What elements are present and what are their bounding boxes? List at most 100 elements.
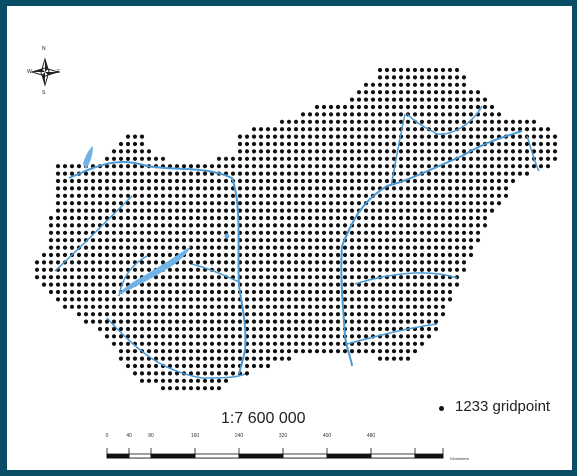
- gridpoint: [363, 127, 369, 132]
- gridpoint: [76, 178, 82, 184]
- gridpoint: [188, 201, 194, 206]
- gridpoint: [426, 260, 432, 265]
- gridpoint: [370, 134, 376, 139]
- gridpoint: [223, 238, 229, 243]
- gridpoint: [356, 223, 362, 228]
- gridpoint: [188, 275, 194, 280]
- gridpoint: [286, 134, 292, 139]
- gridpoint: [293, 156, 299, 161]
- gridpoint: [426, 134, 432, 139]
- gridpoint: [279, 297, 285, 302]
- gridpoint: [132, 230, 138, 235]
- gridpoint: [286, 208, 292, 213]
- gridpoint: [279, 141, 285, 147]
- gridpoint: [76, 304, 82, 309]
- gridpoint: [321, 312, 327, 317]
- gridpoint: [293, 149, 299, 154]
- gridpoint: [293, 171, 299, 176]
- gridpoint: [405, 341, 411, 346]
- gridpoint: [167, 238, 173, 243]
- gridpoint: [503, 119, 509, 124]
- gridpoint: [279, 149, 285, 154]
- gridpoint: [125, 134, 131, 139]
- gridpoint: [153, 341, 159, 346]
- gridpoint: [118, 297, 124, 302]
- gridpoint: [307, 164, 313, 169]
- gridpoint: [307, 238, 313, 243]
- gridpoint: [391, 312, 397, 317]
- gridpoint: [405, 349, 411, 354]
- gridpoint: [55, 245, 61, 250]
- gridpoint: [181, 319, 187, 324]
- gridpoint: [125, 349, 131, 354]
- gridpoint: [153, 260, 159, 265]
- gridpoint: [307, 178, 313, 184]
- gridpoint: [104, 275, 110, 280]
- gridpoint: [475, 201, 481, 206]
- scale-bar-segment: [282, 453, 328, 459]
- gridpoint: [125, 275, 131, 280]
- gridpoint: [216, 178, 222, 184]
- gridpoint: [111, 326, 117, 332]
- gridpoint: [272, 297, 278, 302]
- gridpoint: [552, 156, 558, 161]
- legend-gridpoint-label: 1233 gridpoint: [455, 398, 551, 415]
- gridpoint: [300, 267, 306, 272]
- gridpoint: [258, 267, 264, 272]
- gridpoint: [160, 245, 166, 250]
- gridpoint: [489, 134, 495, 139]
- gridpoint: [237, 341, 243, 346]
- gridpoint: [314, 297, 320, 302]
- gridpoint: [265, 289, 271, 295]
- gridpoint: [391, 104, 397, 110]
- gridpoint: [335, 164, 341, 169]
- gridpoint: [62, 275, 68, 280]
- gridpoint: [223, 245, 229, 250]
- gridpoint: [321, 260, 327, 265]
- gridpoint: [279, 252, 285, 258]
- gridpoint: [202, 171, 208, 176]
- gridpoint: [118, 141, 124, 147]
- gridpoint: [342, 156, 348, 161]
- gridpoint: [391, 275, 397, 280]
- gridpoint: [328, 208, 334, 213]
- gridpoint: [223, 193, 229, 198]
- gridpoint: [167, 186, 173, 191]
- gridpoint: [62, 297, 68, 302]
- gridpoint: [69, 297, 75, 302]
- gridpoint: [433, 208, 439, 213]
- gridpoint: [405, 119, 411, 124]
- gridpoint: [146, 230, 152, 235]
- gridpoint: [426, 119, 432, 124]
- gridpoint: [258, 156, 264, 161]
- gridpoint: [265, 230, 271, 235]
- gridpoint: [62, 230, 68, 235]
- gridpoint: [279, 341, 285, 346]
- gridpoint: [349, 326, 355, 332]
- gridpoint: [419, 252, 425, 258]
- gridpoint: [230, 297, 236, 302]
- gridpoint: [160, 341, 166, 346]
- gridpoint: [412, 112, 418, 117]
- gridpoint: [230, 304, 236, 309]
- gridpoint: [230, 201, 236, 206]
- gridpoint: [377, 238, 383, 243]
- gridpoint: [468, 90, 474, 95]
- gridpoint: [398, 267, 404, 272]
- gridpoint: [307, 297, 313, 302]
- compass-e-label: E: [57, 69, 61, 75]
- gridpoint: [384, 297, 390, 302]
- gridpoint: [265, 245, 271, 250]
- gridpoint: [419, 193, 425, 198]
- gridpoint: [160, 186, 166, 191]
- gridpoint: [132, 223, 138, 228]
- scale-bar-segment: [238, 453, 284, 459]
- gridpoint: [104, 326, 110, 332]
- gridpoint: [307, 289, 313, 295]
- gridpoint: [342, 282, 348, 287]
- gridpoint: [328, 267, 334, 272]
- gridpoint: [489, 186, 495, 191]
- gridpoint: [419, 230, 425, 235]
- gridpoint: [167, 386, 173, 391]
- gridpoint: [349, 304, 355, 309]
